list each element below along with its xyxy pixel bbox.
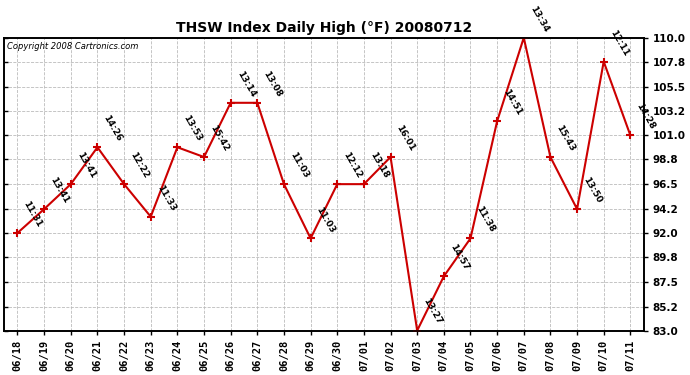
Text: 13:50: 13:50 <box>581 176 603 205</box>
Text: 12:12: 12:12 <box>342 151 364 180</box>
Text: 13:34: 13:34 <box>528 4 550 34</box>
Text: 13:41: 13:41 <box>48 176 70 205</box>
Text: Copyright 2008 Cartronics.com: Copyright 2008 Cartronics.com <box>8 42 139 51</box>
Text: 13:08: 13:08 <box>262 69 284 99</box>
Text: 12:22: 12:22 <box>128 151 150 180</box>
Text: 15:42: 15:42 <box>208 123 230 153</box>
Text: 12:11: 12:11 <box>608 28 630 57</box>
Text: 11:38: 11:38 <box>475 205 497 234</box>
Text: 11:03: 11:03 <box>288 151 311 180</box>
Text: 11:33: 11:33 <box>155 183 177 213</box>
Text: 15:43: 15:43 <box>555 123 577 153</box>
Text: 13:14: 13:14 <box>235 69 257 99</box>
Text: 13:53: 13:53 <box>181 114 204 143</box>
Title: THSW Index Daily High (°F) 20080712: THSW Index Daily High (°F) 20080712 <box>176 21 472 35</box>
Text: 14:26: 14:26 <box>101 114 124 143</box>
Text: 14:51: 14:51 <box>502 88 524 117</box>
Text: 14:28: 14:28 <box>635 102 657 131</box>
Text: 11:31: 11:31 <box>21 200 43 229</box>
Text: 14:57: 14:57 <box>448 243 470 272</box>
Text: 13:27: 13:27 <box>422 297 444 326</box>
Text: 11:03: 11:03 <box>315 205 337 234</box>
Text: 16:01: 16:01 <box>395 124 417 153</box>
Text: 13:18: 13:18 <box>368 151 390 180</box>
Text: 13:41: 13:41 <box>75 151 97 180</box>
